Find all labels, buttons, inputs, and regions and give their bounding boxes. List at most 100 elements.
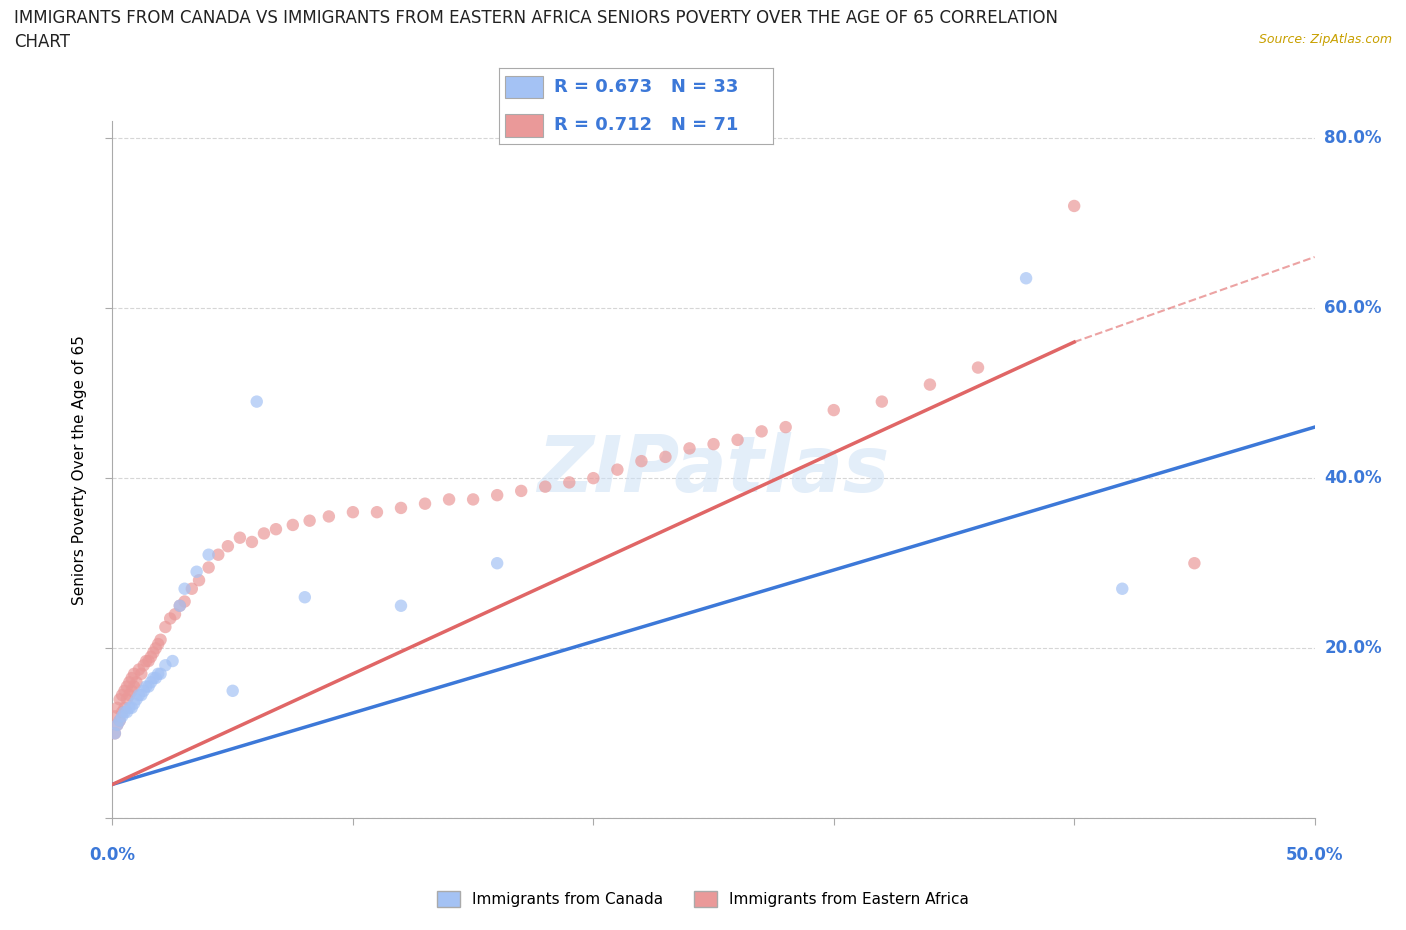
Point	[142, 645, 165, 660]
Point	[121, 671, 143, 685]
Point	[366, 505, 388, 520]
Point	[197, 560, 219, 575]
Point	[115, 705, 138, 720]
Point	[125, 675, 148, 690]
Text: ZIPatlas: ZIPatlas	[537, 432, 890, 508]
Point	[437, 492, 460, 507]
Text: 0.0%: 0.0%	[90, 846, 135, 864]
Point	[342, 505, 364, 520]
Legend: Immigrants from Canada, Immigrants from Eastern Africa: Immigrants from Canada, Immigrants from …	[432, 884, 974, 913]
Point	[138, 679, 160, 694]
Text: 20.0%: 20.0%	[1324, 639, 1382, 658]
Point	[222, 684, 245, 698]
Point	[128, 662, 150, 677]
Point	[135, 679, 157, 694]
Point	[413, 497, 436, 512]
Bar	[505, 113, 543, 137]
Text: 50.0%: 50.0%	[1286, 846, 1343, 864]
Point	[389, 598, 412, 613]
Point	[1063, 198, 1085, 213]
Text: Source: ZipAtlas.com: Source: ZipAtlas.com	[1258, 33, 1392, 46]
Y-axis label: Seniors Poverty Over the Age of 65: Seniors Poverty Over the Age of 65	[72, 335, 87, 604]
Point	[115, 692, 138, 707]
Point	[486, 487, 509, 502]
Point	[229, 530, 252, 545]
Text: CHART: CHART	[14, 33, 70, 50]
Point	[149, 667, 172, 682]
Point	[111, 687, 134, 702]
Bar	[505, 75, 543, 99]
Point	[122, 679, 145, 694]
Point	[162, 654, 184, 669]
Point	[118, 687, 141, 702]
Point	[727, 432, 749, 447]
Point	[131, 667, 153, 682]
Point	[104, 726, 127, 741]
Point	[186, 565, 208, 579]
Point	[155, 658, 177, 672]
Point	[146, 667, 169, 682]
Point	[180, 581, 202, 596]
Point	[510, 484, 533, 498]
Point	[105, 700, 128, 715]
Point	[114, 705, 136, 720]
Point	[751, 424, 773, 439]
Text: 80.0%: 80.0%	[1324, 129, 1382, 147]
Point	[461, 492, 484, 507]
Point	[139, 675, 162, 690]
Point	[125, 692, 148, 707]
Point	[1184, 556, 1206, 571]
Point	[870, 394, 893, 409]
Point	[169, 598, 191, 613]
Point	[967, 360, 990, 375]
Point	[149, 632, 172, 647]
Point	[108, 713, 131, 728]
Point	[702, 437, 725, 452]
Point	[122, 697, 145, 711]
Point	[114, 700, 136, 715]
Point	[138, 654, 160, 669]
Point	[389, 500, 412, 515]
Point	[534, 479, 557, 494]
Point	[294, 590, 316, 604]
Point	[108, 713, 131, 728]
Point	[111, 705, 134, 720]
Text: IMMIGRANTS FROM CANADA VS IMMIGRANTS FROM EASTERN AFRICA SENIORS POVERTY OVER TH: IMMIGRANTS FROM CANADA VS IMMIGRANTS FRO…	[14, 9, 1059, 27]
Point	[121, 700, 143, 715]
Point	[823, 403, 845, 418]
Point	[264, 522, 287, 537]
Point	[197, 547, 219, 562]
Point	[146, 637, 169, 652]
Text: R = 0.673   N = 33: R = 0.673 N = 33	[554, 78, 738, 96]
Point	[582, 471, 605, 485]
Point	[104, 709, 127, 724]
Point	[281, 517, 304, 532]
Point	[606, 462, 628, 477]
Point	[135, 654, 157, 669]
Point	[145, 671, 167, 685]
Point	[169, 598, 191, 613]
Text: 40.0%: 40.0%	[1324, 469, 1382, 487]
Point	[122, 667, 145, 682]
Point	[121, 684, 143, 698]
Point	[253, 526, 276, 541]
Point	[105, 717, 128, 732]
Point	[173, 581, 195, 596]
Point	[128, 687, 150, 702]
Point	[139, 649, 162, 664]
Point	[104, 726, 127, 741]
Point	[131, 687, 153, 702]
Point	[108, 692, 131, 707]
Point	[1111, 581, 1133, 596]
Point	[678, 441, 700, 456]
Point	[918, 378, 941, 392]
Point	[246, 394, 269, 409]
Point	[486, 556, 509, 571]
Point	[775, 419, 797, 434]
Point	[105, 717, 128, 732]
Point	[1015, 271, 1038, 286]
Point	[173, 594, 195, 609]
Point	[654, 449, 676, 464]
Point	[118, 700, 141, 715]
Point	[155, 619, 177, 634]
